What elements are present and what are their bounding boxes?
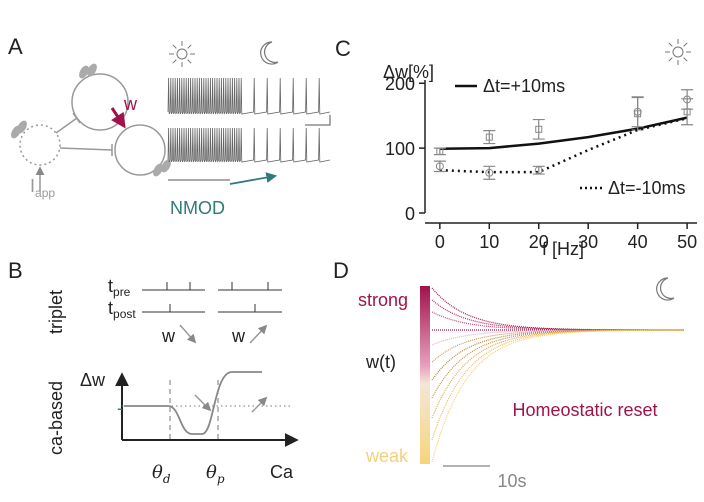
- voltage-trace: [168, 78, 330, 114]
- arrow: [252, 398, 266, 412]
- threshold-lines: [170, 380, 218, 442]
- t-subscript: post: [113, 307, 136, 321]
- strong-label: strong: [358, 290, 408, 310]
- axis-label: Δw: [80, 370, 106, 390]
- nmod-arrow: [230, 176, 275, 184]
- colorbar: [420, 286, 430, 464]
- error-bar: [533, 120, 545, 139]
- sun-ray: [684, 58, 688, 62]
- sun-ray: [669, 58, 673, 62]
- nmod-label: NMOD: [170, 198, 225, 218]
- sun-icon: [169, 41, 195, 67]
- panel-label: C: [335, 36, 351, 61]
- theta-d: θd: [152, 462, 171, 486]
- minus-sign: -: [117, 398, 123, 418]
- potentiation-arrow: [250, 326, 266, 343]
- panel-label: A: [8, 34, 23, 59]
- scale-label: 10s: [497, 471, 526, 491]
- sun-ray: [173, 45, 177, 49]
- theta-p: θp: [206, 462, 225, 486]
- plot: 0 100 200 0 10 20 30 40 50 Δt=+10ms Δt=-10ms: [385, 74, 697, 252]
- weight-trace: [432, 330, 684, 362]
- moon-icon: [261, 42, 278, 64]
- theta-subscript: d: [163, 472, 171, 486]
- weight-label: w: [123, 94, 138, 114]
- error-bar: [632, 97, 644, 127]
- panel-label: D: [333, 258, 349, 283]
- x-tick-label: 50: [677, 232, 697, 252]
- error-bar: [483, 166, 495, 179]
- moon-icon: [657, 278, 674, 300]
- error-bar: [483, 131, 495, 144]
- inhibitory-link: [56, 118, 77, 133]
- theta: θ: [206, 462, 217, 483]
- x-tick-label: 20: [529, 232, 549, 252]
- x-tick-label: 10: [479, 232, 499, 252]
- weight-trace: [432, 288, 684, 330]
- legend-label: Δt=+10ms: [483, 76, 565, 96]
- weight-trace: [432, 330, 684, 462]
- y-tick-label: 200: [385, 74, 415, 94]
- weight-trace: [432, 312, 684, 330]
- voltage-traces: [168, 78, 330, 162]
- y-tick-label: 100: [385, 139, 415, 159]
- inhibitory-bar: [73, 113, 80, 123]
- y-tick-label: 0: [405, 204, 415, 224]
- input-subscript: app: [35, 186, 55, 200]
- weight-trace: [432, 330, 684, 398]
- plasticity-curve: [124, 372, 262, 434]
- depression-arrow: [180, 325, 195, 342]
- sun-ray: [188, 45, 192, 49]
- x-tick-label: 30: [578, 232, 598, 252]
- scale-bar: [305, 115, 330, 125]
- legend-label: Δt=-10ms: [608, 178, 686, 198]
- theta-subscript: p: [217, 472, 225, 486]
- sun-ray: [669, 43, 673, 47]
- error-bar: [681, 90, 693, 109]
- series-line: [440, 118, 687, 149]
- tpost-label: tpost: [108, 298, 136, 321]
- axis-label: Ca: [270, 462, 294, 482]
- sun-core: [673, 47, 683, 57]
- weight-traces: [432, 288, 684, 462]
- interneuron: [20, 125, 60, 165]
- x-tick-label: 0: [435, 232, 445, 252]
- ylabel: w(t): [365, 352, 396, 372]
- theta: θ: [152, 462, 163, 483]
- annotation: Homeostatic reset: [512, 400, 657, 420]
- weak-label: weak: [365, 446, 409, 466]
- inhibitory-link: [60, 148, 112, 150]
- weight-trace: [432, 330, 684, 380]
- w-label: w: [231, 326, 246, 346]
- x-tick-label: 40: [628, 232, 648, 252]
- sun-ray: [684, 43, 688, 47]
- input-label: Iapp: [30, 176, 55, 200]
- spike-timings: [142, 282, 282, 312]
- figure: A w Iapp NMOD B triplet tpre tpost w w c…: [0, 0, 704, 502]
- row-label: ca-based: [46, 381, 66, 455]
- sun-ray: [188, 60, 192, 64]
- sun-core: [177, 49, 187, 59]
- tpre-label: tpre: [108, 276, 131, 299]
- sun-icon: [665, 39, 691, 65]
- row-label: triplet: [46, 290, 66, 334]
- sun-ray: [173, 60, 177, 64]
- w-label: w: [161, 326, 176, 346]
- weight-trace: [432, 300, 684, 330]
- panel-label: B: [8, 258, 23, 283]
- arrow: [195, 395, 210, 410]
- t-subscript: pre: [113, 285, 131, 299]
- voltage-trace: [168, 128, 330, 162]
